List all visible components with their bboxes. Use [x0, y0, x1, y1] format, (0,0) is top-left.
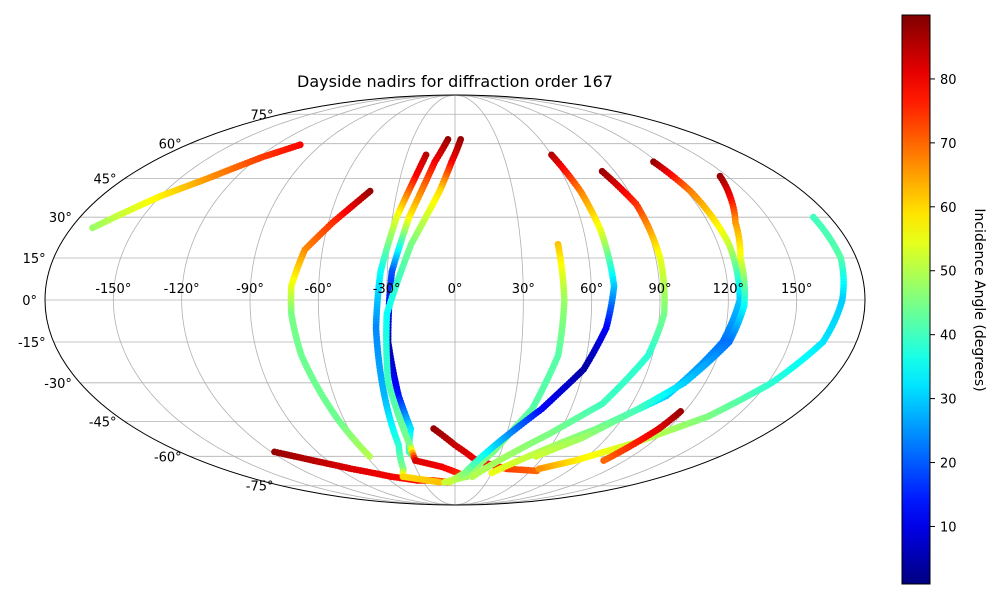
data-points	[89, 136, 848, 486]
x-tick-labels: -150° -120° -90° -60° -30° 0° 30° 60° 90° 120° 150…	[95, 282, 812, 297]
y-tick-label: 30°	[49, 211, 72, 226]
colorbar: 10 20 30 40 50 60 70 80 Incidence Angle (degree…	[901, 14, 987, 585]
y-tick-labels: -75° -60° -45° -30° -15° 0° 15° 30° 45° 60° 75°	[18, 108, 274, 494]
data-point	[535, 465, 543, 473]
x-tick-label: -120°	[164, 282, 200, 297]
meridian-gridline	[454, 94, 798, 506]
y-tick-label: -15°	[18, 336, 46, 351]
y-tick-label: 45°	[94, 173, 117, 188]
data-point	[446, 478, 454, 486]
y-tick-label: 75°	[250, 108, 273, 123]
x-tick-label: -30°	[373, 282, 401, 297]
x-tick-label: 120°	[713, 282, 744, 297]
meridian-gridline	[112, 94, 456, 506]
x-tick-label: 90°	[648, 282, 671, 297]
colorbar-tick-label: 10	[940, 520, 957, 535]
x-tick-label: -150°	[95, 282, 131, 297]
x-tick-label: 60°	[580, 282, 603, 297]
meridian-gridline	[454, 94, 729, 506]
meridian-gridline	[454, 94, 524, 506]
x-tick-label: 150°	[781, 282, 812, 297]
x-tick-label: -60°	[304, 282, 332, 297]
y-tick-label: 15°	[23, 252, 46, 267]
x-tick-label: 30°	[512, 282, 535, 297]
y-tick-label: -75°	[246, 480, 274, 495]
colorbar-tick-label: 30	[940, 393, 957, 408]
y-tick-label: -60°	[154, 450, 182, 465]
colorbar-ticks: 10 20 30 40 50 60 70 80	[930, 73, 957, 535]
data-point	[366, 452, 373, 460]
data-point	[89, 224, 96, 232]
map-frame	[44, 94, 866, 506]
x-tick-label: 0°	[448, 282, 463, 297]
colorbar-tick-label: 20	[940, 457, 957, 472]
data-point	[600, 457, 608, 464]
gridlines	[45, 94, 865, 506]
colorbar-tick-label: 80	[940, 73, 957, 88]
colorbar-tick-label: 60	[940, 201, 957, 216]
colorbar-tick-label: 40	[940, 329, 957, 344]
data-point	[435, 478, 443, 486]
colorbar-label: Incidence Angle (degrees)	[971, 208, 987, 391]
colorbar-tick-label: 50	[940, 265, 957, 280]
data-point	[441, 478, 448, 486]
meridian-gridline	[181, 94, 456, 506]
y-tick-label: 60°	[159, 138, 182, 153]
data-point	[532, 452, 540, 460]
x-tick-label: -90°	[236, 282, 264, 297]
data-point	[488, 469, 496, 477]
colorbar-tick-label: 70	[940, 137, 957, 152]
y-tick-label: -45°	[89, 415, 117, 430]
meridian-gridline	[249, 94, 456, 506]
y-tick-label: -30°	[44, 377, 72, 392]
colorbar-gradient	[901, 14, 931, 585]
chart-title: Dayside nadirs for diffraction order 167	[297, 72, 613, 91]
y-tick-label: 0°	[22, 294, 37, 309]
data-point	[468, 473, 476, 481]
